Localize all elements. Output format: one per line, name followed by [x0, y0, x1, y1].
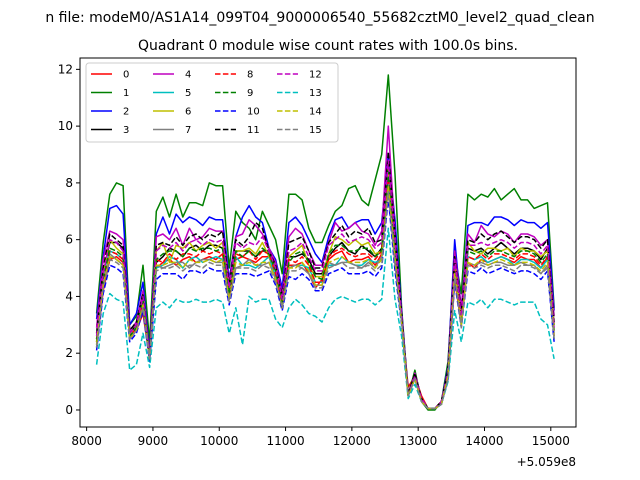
series-line-8 — [95, 176, 555, 410]
x-tick-label: 10000 — [200, 434, 238, 448]
y-tick-label: 4 — [65, 289, 73, 303]
legend-label-1: 1 — [123, 88, 129, 99]
legend-label-2: 2 — [123, 107, 129, 118]
series-line-9 — [95, 170, 555, 410]
legend-label-4: 4 — [185, 70, 191, 81]
series-line-3 — [95, 162, 555, 410]
y-tick-label: 12 — [58, 62, 73, 76]
legend-label-8: 8 — [247, 70, 253, 81]
legend-label-6: 6 — [185, 107, 191, 118]
legend-label-14: 14 — [309, 107, 322, 118]
x-tick-label: 11000 — [266, 434, 304, 448]
x-tick-label: 8000 — [71, 434, 102, 448]
legend-label-9: 9 — [247, 88, 253, 99]
legend-label-15: 15 — [309, 125, 322, 136]
series-line-2 — [95, 153, 555, 410]
x-tick-label: 9000 — [138, 434, 169, 448]
series-line-10 — [95, 196, 555, 410]
x-tick-label: 14000 — [465, 434, 503, 448]
legend-label-0: 0 — [123, 70, 129, 81]
x-offset-label: +5.059e8 — [517, 455, 576, 469]
legend-label-5: 5 — [185, 88, 191, 99]
y-tick-label: 0 — [65, 403, 73, 417]
chart-title: Quadrant 0 module wise count rates with … — [138, 38, 518, 54]
series-line-14 — [95, 184, 555, 410]
y-axis: 0 2 4 6 8 10 12 — [58, 62, 80, 417]
series-line-12 — [95, 159, 555, 410]
legend-label-11: 11 — [247, 125, 260, 136]
legend-label-10: 10 — [247, 107, 260, 118]
x-tick-label: 12000 — [333, 434, 371, 448]
x-tick-label: 15000 — [532, 434, 570, 448]
legend-label-3: 3 — [123, 125, 129, 136]
series-line-13 — [95, 227, 555, 410]
y-tick-label: 8 — [65, 176, 73, 190]
y-tick-label: 2 — [65, 346, 73, 360]
plot-frame — [79, 57, 577, 428]
series-line-1 — [95, 74, 555, 411]
legend-label-7: 7 — [185, 125, 191, 136]
series-line-5 — [95, 179, 555, 410]
series-line-15 — [95, 190, 555, 410]
legend-label-12: 12 — [309, 70, 322, 81]
plot-lines — [95, 74, 555, 411]
legend-label-13: 13 — [309, 88, 322, 99]
legend-box — [85, 62, 339, 143]
y-tick-label: 6 — [65, 233, 73, 247]
series-line-7 — [95, 182, 555, 410]
y-tick-label: 10 — [58, 119, 73, 133]
suptitle: n file: modeM0/AS1A14_099T04_9000006540_… — [45, 10, 594, 26]
x-tick-label: 13000 — [399, 434, 437, 448]
series-line-4 — [95, 125, 555, 410]
x-axis: 8000 9000 10000 11000 12000 13000 14000 15000 — [71, 427, 570, 448]
